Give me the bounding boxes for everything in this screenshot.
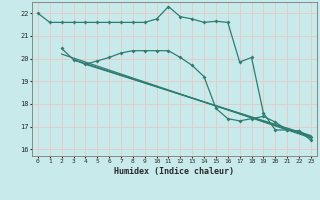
X-axis label: Humidex (Indice chaleur): Humidex (Indice chaleur) [115, 167, 234, 176]
